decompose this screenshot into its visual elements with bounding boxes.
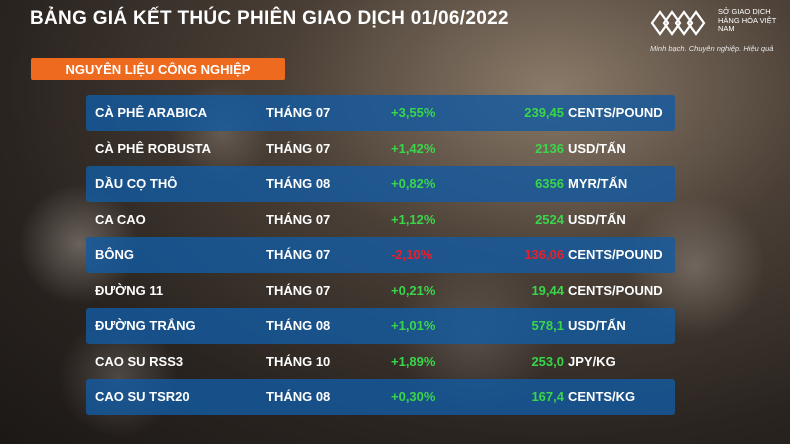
table-row: CAO SU RSS3 THÁNG 10 +1,89% 253,0 JPY/KG bbox=[86, 344, 675, 380]
commodity-name: CA CAO bbox=[95, 211, 146, 227]
price-table: CÀ PHÊ ARABICA THÁNG 07 +3,55% 239,45 CENTS/… bbox=[86, 95, 675, 415]
table-row: CÀ PHÊ ROBUSTA THÁNG 07 +1,42% 2136 USD/TẤN bbox=[86, 131, 675, 167]
price-value: 2136 bbox=[535, 140, 564, 156]
price-change: +3,55% bbox=[391, 105, 436, 121]
commodity-name: ĐƯỜNG TRẮNG bbox=[95, 318, 196, 334]
price-unit: CENTS/POUND bbox=[568, 282, 663, 298]
commodity-name: CAO SU RSS3 bbox=[95, 353, 184, 369]
contract-month: THÁNG 07 bbox=[266, 105, 331, 121]
price-value: 167,4 bbox=[531, 389, 564, 405]
price-value: 19,44 bbox=[531, 282, 564, 298]
price-value: 6356 bbox=[535, 176, 564, 192]
commodity-name: DẦU CỌ THÔ bbox=[95, 176, 178, 192]
contract-month: THÁNG 07 bbox=[266, 247, 331, 263]
price-unit: USD/TẤN bbox=[568, 140, 626, 156]
price-value: 253,0 bbox=[531, 353, 564, 369]
price-change: +0,21% bbox=[391, 282, 436, 298]
table-row: ĐƯỜNG 11 THÁNG 07 +0,21% 19,44 CENTS/POUND bbox=[86, 273, 675, 309]
contract-month: THÁNG 07 bbox=[266, 282, 331, 298]
price-unit: JPY/KG bbox=[568, 353, 616, 369]
commodity-name: CÀ PHÊ ROBUSTA bbox=[95, 140, 212, 156]
price-change: -2,10% bbox=[391, 247, 433, 263]
price-change: +0,82% bbox=[391, 176, 436, 192]
table-row: CÀ PHÊ ARABICA THÁNG 07 +3,55% 239,45 CENTS/… bbox=[86, 95, 675, 131]
price-value: 2524 bbox=[535, 211, 564, 227]
contract-month: THÁNG 08 bbox=[266, 318, 331, 334]
mxv-logo: SỞ GIAO DỊCH HÀNG HÓA VIỆT NAM Minh bạch… bbox=[648, 6, 788, 54]
logo-tagline: Minh bạch. Chuyên nghiệp. Hiệu quả bbox=[650, 44, 774, 53]
price-value: 578,1 bbox=[531, 318, 564, 334]
table-row: CA CAO THÁNG 07 +1,12% 2524 USD/TẤN bbox=[86, 202, 675, 238]
logo-name: SỞ GIAO DỊCH HÀNG HÓA VIỆT NAM bbox=[718, 7, 777, 33]
price-change: +1,89% bbox=[391, 353, 436, 369]
commodity-name: BÔNG bbox=[95, 247, 134, 263]
page-title: BẢNG GIÁ KẾT THÚC PHIÊN GIAO DỊCH 01/06/… bbox=[30, 8, 509, 29]
contract-month: THÁNG 08 bbox=[266, 176, 331, 192]
price-unit: USD/TẤN bbox=[568, 211, 626, 227]
price-value: 136,06 bbox=[524, 247, 564, 263]
commodity-name: ĐƯỜNG 11 bbox=[95, 282, 164, 298]
contract-month: THÁNG 07 bbox=[266, 140, 331, 156]
table-row: BÔNG THÁNG 07 -2,10% 136,06 CENTS/POUND bbox=[86, 237, 675, 273]
logo-mark-icon bbox=[650, 10, 706, 36]
price-unit: USD/TẤN bbox=[568, 318, 626, 334]
contract-month: THÁNG 10 bbox=[266, 353, 331, 369]
commodity-name: CAO SU TSR20 bbox=[95, 389, 190, 405]
price-change: +0,30% bbox=[391, 389, 436, 405]
price-unit: CENTS/POUND bbox=[568, 105, 663, 121]
table-row: ĐƯỜNG TRẮNG THÁNG 08 +1,01% 578,1 USD/TẤN bbox=[86, 308, 675, 344]
price-change: +1,01% bbox=[391, 318, 436, 334]
section-tab: NGUYÊN LIỆU CÔNG NGHIỆP bbox=[31, 58, 285, 80]
table-row: DẦU CỌ THÔ THÁNG 08 +0,82% 6356 MYR/TẤN bbox=[86, 166, 675, 202]
price-change: +1,42% bbox=[391, 140, 436, 156]
contract-month: THÁNG 08 bbox=[266, 389, 331, 405]
price-change: +1,12% bbox=[391, 211, 436, 227]
commodity-name: CÀ PHÊ ARABICA bbox=[95, 105, 208, 121]
price-unit: CENTS/POUND bbox=[568, 247, 663, 263]
contract-month: THÁNG 07 bbox=[266, 211, 331, 227]
price-value: 239,45 bbox=[524, 105, 564, 121]
table-row: CAO SU TSR20 THÁNG 08 +0,30% 167,4 CENTS/KG bbox=[86, 379, 675, 415]
price-unit: CENTS/KG bbox=[568, 389, 636, 405]
price-unit: MYR/TẤN bbox=[568, 176, 628, 192]
